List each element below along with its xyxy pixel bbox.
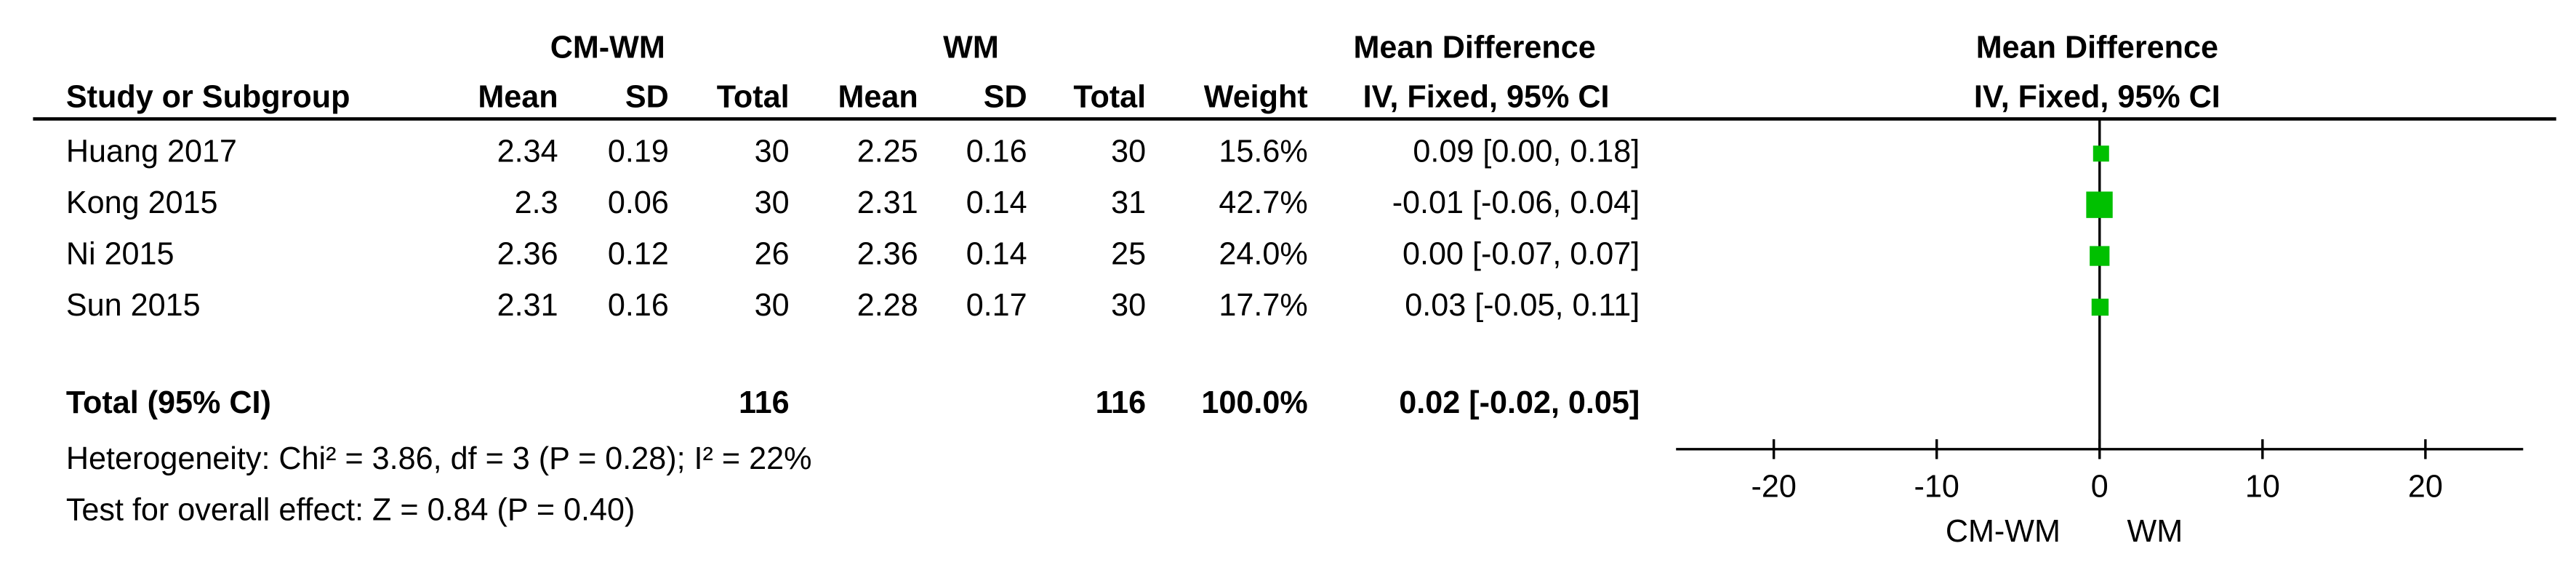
- group-header: WM: [943, 31, 999, 65]
- cell: 2.28: [857, 288, 918, 323]
- cell: 30: [755, 185, 790, 220]
- favours-label: CM-WM: [1946, 514, 2061, 549]
- column-header: Total: [1073, 80, 1146, 115]
- weight: 17.7%: [1219, 288, 1307, 323]
- cell: 0.16: [608, 288, 669, 323]
- total-weight: 100.0%: [1201, 385, 1307, 420]
- cell: 2.31: [497, 288, 558, 323]
- effect-ci: 0.03 [-0.05, 0.11]: [1405, 288, 1640, 323]
- weight: 24.0%: [1219, 236, 1307, 271]
- column-header: Total: [717, 80, 790, 115]
- total-count: 116: [739, 385, 790, 420]
- cell: 2.25: [857, 135, 918, 169]
- cell: 30: [755, 288, 790, 323]
- study-name: Kong 2015: [66, 185, 218, 220]
- effect-box: [2093, 145, 2109, 162]
- cell: 0.12: [608, 236, 669, 271]
- x-tick-label: 20: [2408, 470, 2443, 505]
- cell: 0.17: [966, 288, 1027, 323]
- effect-ci: 0.09 [0.00, 0.18]: [1413, 135, 1640, 169]
- effect-ci: 0.00 [-0.07, 0.07]: [1403, 236, 1640, 271]
- heterogeneity: Heterogeneity: Chi² = 3.86, df = 3 (P = …: [66, 441, 812, 476]
- cell: 0.19: [608, 135, 669, 169]
- cell: 31: [1111, 185, 1146, 220]
- effect-box: [2086, 191, 2113, 218]
- cell: 30: [755, 135, 790, 169]
- column-header: Study or Subgroup: [66, 80, 350, 115]
- effect-ci: -0.01 [-0.06, 0.04]: [1392, 185, 1640, 220]
- favours-label: WM: [2127, 514, 2183, 549]
- x-tick-label: 0: [2091, 470, 2108, 505]
- weight: 15.6%: [1219, 135, 1307, 169]
- cell: 2.34: [497, 135, 558, 169]
- total-count: 116: [1096, 385, 1147, 420]
- total-name: Total (95% CI): [66, 385, 271, 420]
- effect-subheader: IV, Fixed, 95% CI: [1363, 80, 1610, 115]
- plot-header: Mean Difference: [1976, 31, 2218, 65]
- cell: 0.14: [966, 185, 1027, 220]
- cell: 0.16: [966, 135, 1027, 169]
- cell: 2.3: [515, 185, 558, 220]
- summary-diamond: [2099, 394, 2100, 415]
- total-effect: 0.02 [-0.02, 0.05]: [1399, 385, 1640, 420]
- weight: 42.7%: [1219, 185, 1307, 220]
- cell: 30: [1111, 135, 1146, 169]
- plot-subheader: IV, Fixed, 95% CI: [1974, 80, 2220, 115]
- cell: 2.31: [857, 185, 918, 220]
- x-tick-label: 10: [2245, 470, 2280, 505]
- column-header: SD: [984, 80, 1027, 115]
- study-name: Ni 2015: [66, 236, 174, 271]
- cell: 2.36: [497, 236, 558, 271]
- cell: 2.36: [857, 236, 918, 271]
- column-header: Weight: [1204, 80, 1308, 115]
- cell: 0.06: [608, 185, 669, 220]
- cell: 26: [755, 236, 790, 271]
- cell: 30: [1111, 288, 1146, 323]
- overall-effect: Test for overall effect: Z = 0.84 (P = 0…: [66, 493, 635, 528]
- effect-header: Mean Difference: [1354, 31, 1596, 65]
- cell: 0.14: [966, 236, 1027, 271]
- column-header: SD: [625, 80, 669, 115]
- cell: 25: [1111, 236, 1146, 271]
- column-header: Mean: [838, 80, 918, 115]
- x-tick-label: -10: [1914, 470, 1959, 505]
- group-header: CM-WM: [550, 31, 665, 65]
- x-tick-label: -20: [1751, 470, 1796, 505]
- column-header: Mean: [478, 80, 558, 115]
- study-name: Huang 2017: [66, 135, 237, 169]
- effect-box: [2090, 246, 2110, 266]
- effect-box: [2091, 298, 2109, 316]
- study-name: Sun 2015: [66, 288, 201, 323]
